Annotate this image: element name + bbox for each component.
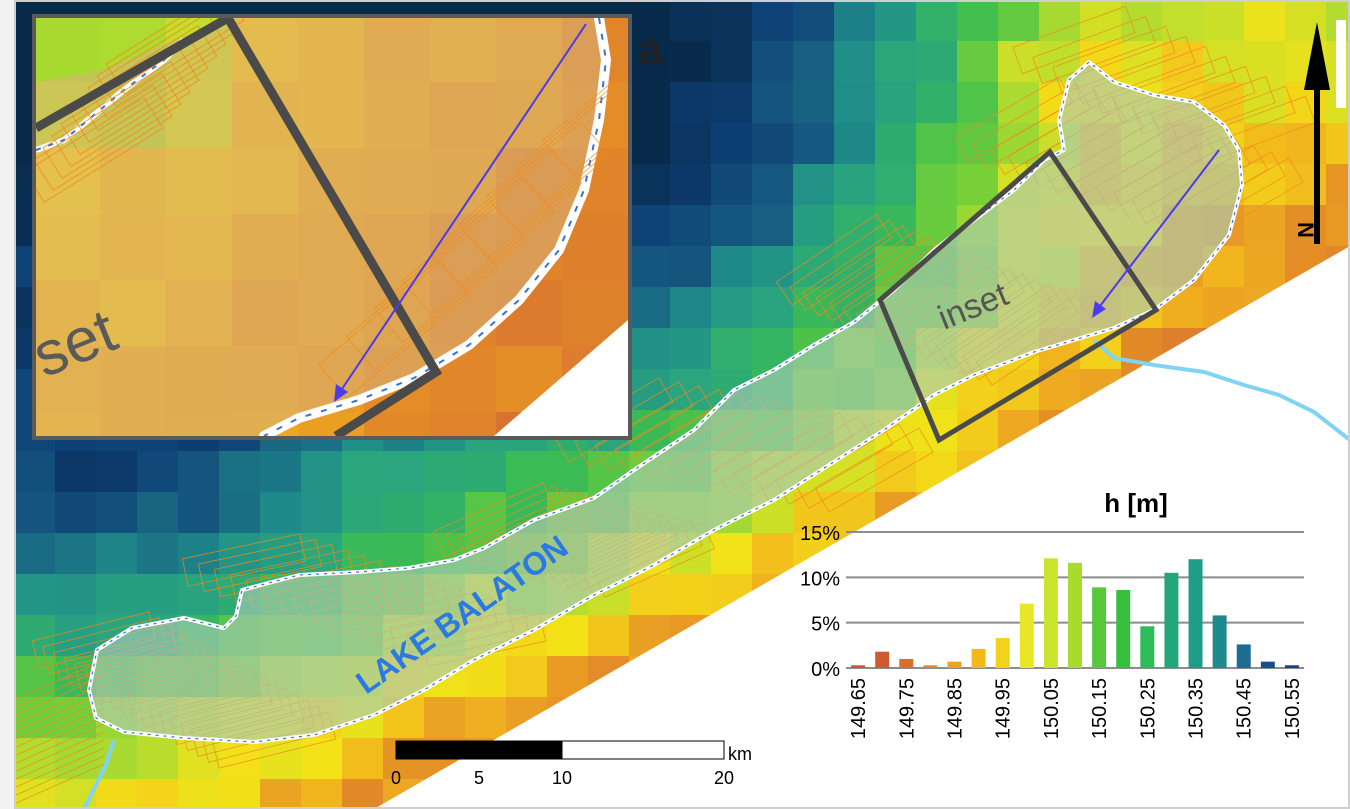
histogram-y-tick: 5% [811, 614, 840, 636]
histogram-bar [1043, 558, 1058, 668]
histogram-x-tick: 150.45 [1234, 678, 1256, 739]
river-outflow [1092, 338, 1350, 442]
histogram-bar [875, 651, 890, 668]
histogram-bar [851, 665, 866, 668]
scale-bar: km 0 5 10 20 [391, 740, 752, 788]
histogram-x-tick: 149.75 [896, 678, 918, 739]
histogram-bar [1164, 572, 1179, 668]
histogram-bar [1140, 626, 1155, 668]
histogram-x-tick: 150.05 [1041, 678, 1063, 739]
histogram-x-tick: 149.95 [993, 678, 1015, 739]
histogram-bar [1260, 661, 1275, 668]
scale-tick-10: 10 [552, 768, 572, 788]
north-label: N [1293, 222, 1318, 238]
river-inflow [82, 739, 116, 809]
north-arrow: N [1293, 20, 1346, 244]
histogram-x-tick: 149.65 [848, 678, 870, 739]
inset-no-data-area [494, 320, 628, 436]
histogram-bar [1068, 562, 1082, 668]
scale-tick-0: 0 [391, 768, 401, 788]
cross-section-arrow [1096, 149, 1220, 311]
map-canvas: inset LAKE BALATON a N km 0 5 10 20 h [m… [14, 0, 1350, 809]
map-figure: inset LAKE BALATON a N km 0 5 10 20 h [m… [14, 0, 1350, 809]
histogram-bar [1188, 559, 1203, 668]
histogram-x-tick: 150.15 [1089, 678, 1111, 739]
histogram-title: h [m] [1104, 488, 1168, 518]
histogram-bar [995, 638, 1010, 668]
histogram-bar [1116, 590, 1131, 668]
inset-extent-box [876, 148, 1160, 444]
cross-section-arrowhead [1092, 301, 1106, 318]
scale-tick-5: 5 [474, 768, 484, 788]
scale-tick-20: 20 [714, 768, 734, 788]
histogram-x-tick: 150.55 [1282, 678, 1304, 739]
inset-lake-shape [36, 18, 606, 436]
histogram-bar [1212, 615, 1227, 668]
lake-shore-outline [88, 61, 1243, 743]
histogram-x-tick: 149.85 [944, 678, 966, 739]
histogram-y-tick: 0% [811, 659, 840, 681]
histogram-y-tick: 10% [800, 568, 840, 590]
panel-label: a [638, 25, 663, 74]
histogram-bar [971, 648, 986, 668]
histogram-bar [947, 661, 962, 668]
inset-extent-box-edge [36, 18, 443, 436]
histogram-x-tick: 150.25 [1137, 678, 1159, 739]
elevation-histogram: h [m] 0% 5% 10% 15% 149.65 149.75 149.85 149.9… [800, 488, 1304, 739]
inset-cross-section-arrowhead [334, 384, 348, 402]
histogram-bar [1092, 587, 1107, 668]
histogram-y-tick: 15% [800, 523, 840, 545]
histogram-bar [899, 658, 914, 668]
histogram-x-tick: 150.35 [1186, 678, 1208, 739]
inset-panel: set [32, 14, 632, 440]
scale-bar-unit: km [728, 744, 752, 764]
inset-cross-section-arrow [339, 23, 587, 393]
histogram-bar [1284, 665, 1299, 668]
histogram-bar [1019, 603, 1034, 668]
histogram-bar [923, 665, 938, 668]
histogram-bar [1236, 644, 1251, 668]
